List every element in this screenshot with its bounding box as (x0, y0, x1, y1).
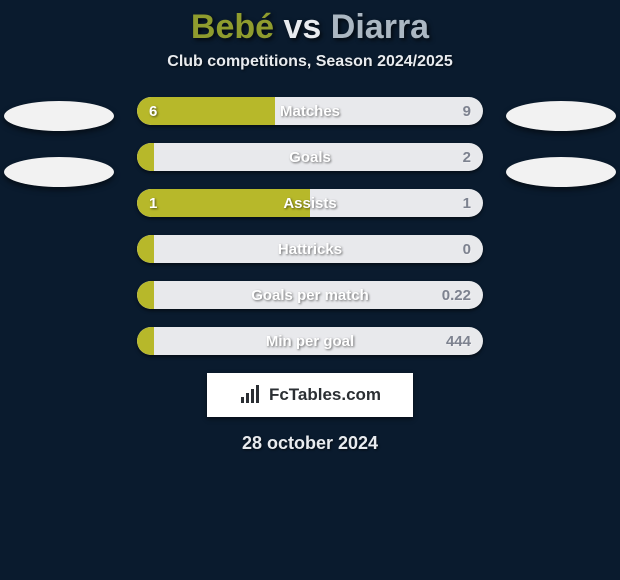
stat-label: Assists (137, 189, 483, 217)
stat-row: Min per goal444 (137, 327, 483, 355)
stat-row: Matches6 9 (137, 97, 483, 125)
stat-label: Goals (137, 143, 483, 171)
title-player1: Bebé (191, 8, 274, 46)
stat-value-right: 1 (463, 189, 471, 217)
subtitle: Club competitions, Season 2024/2025 (167, 53, 452, 71)
player2-photo-placeholder (506, 101, 616, 131)
left-photo-column (0, 95, 119, 187)
player1-flag-placeholder (4, 157, 114, 187)
player2-flag-placeholder (506, 157, 616, 187)
comparison-card: Bebé vs Diarra Club competitions, Season… (0, 0, 620, 580)
player1-photo-placeholder (4, 101, 114, 131)
stats-rows: Matches6 9 Goals2 Assists1 1 Hattricks0 Goals … (137, 95, 483, 355)
stat-label: Min per goal (137, 327, 483, 355)
stat-value-right: 0 (463, 235, 471, 263)
stat-row: Assists1 1 (137, 189, 483, 217)
stat-row: Hattricks0 (137, 235, 483, 263)
stat-row: Goals per match0.22 (137, 281, 483, 309)
right-photo-column (501, 95, 620, 187)
stat-label: Matches (137, 97, 483, 125)
stat-value-left: 6 (149, 97, 157, 125)
stat-label: Goals per match (137, 281, 483, 309)
stats-layout: Matches6 9 Goals2 Assists1 1 Hattricks0 Goals … (0, 95, 620, 355)
bar-chart-icon (239, 385, 263, 405)
stat-value-right: 0.22 (442, 281, 471, 309)
date-line: 28 october 2024 (242, 433, 378, 454)
title-vs: vs (284, 8, 322, 46)
stat-value-right: 2 (463, 143, 471, 171)
stat-value-right: 9 (463, 97, 471, 125)
stat-value-right: 444 (446, 327, 471, 355)
page-title: Bebé vs Diarra (191, 8, 429, 47)
stat-row: Goals2 (137, 143, 483, 171)
stat-value-left: 1 (149, 189, 157, 217)
source-badge-text: FcTables.com (269, 385, 381, 405)
source-badge: FcTables.com (207, 373, 413, 417)
title-player2: Diarra (331, 8, 429, 46)
stat-label: Hattricks (137, 235, 483, 263)
